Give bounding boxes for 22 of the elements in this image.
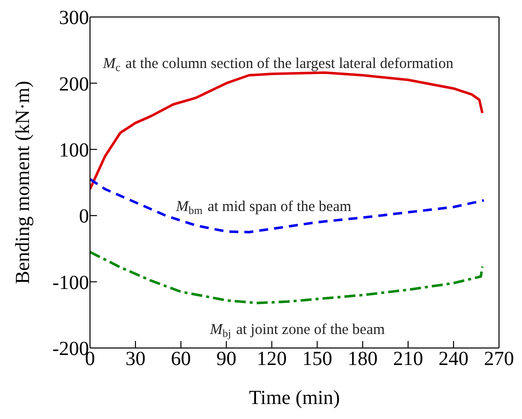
x-tick-label: 30 (125, 348, 146, 370)
annotation: M$_{c}$ at the column section of the largest lateral deformation (102, 56, 454, 74)
line-series (90, 71, 484, 190)
y-tick-label: 200 (59, 73, 89, 96)
annotation: M$_{bj}$ at joint zone of the beam (209, 322, 386, 340)
x-tick-label: 60 (170, 348, 191, 370)
x-tick-label: 120 (256, 348, 287, 370)
y-tick-label: -100 (52, 272, 89, 294)
line-series (90, 178, 486, 234)
x-tick-label: 270 (484, 348, 514, 370)
x-tick-label: 90 (216, 348, 236, 370)
line-series (90, 250, 484, 304)
x-tick-label: 240 (438, 348, 469, 370)
y-tick-label: 100 (59, 140, 89, 162)
y-tick-label: 0 (79, 206, 89, 228)
x-tick-label: 210 (393, 348, 424, 370)
annotation: M$_{bm}$ at mid span of the beam (175, 199, 352, 218)
y-axis-title: Bending moment (kN·m) (12, 80, 34, 284)
x-tick-label: 180 (348, 348, 378, 370)
x-tick-label: 150 (302, 348, 332, 370)
x-axis-title: Time (min) (249, 387, 340, 409)
y-tick-label: 300 (59, 7, 89, 30)
